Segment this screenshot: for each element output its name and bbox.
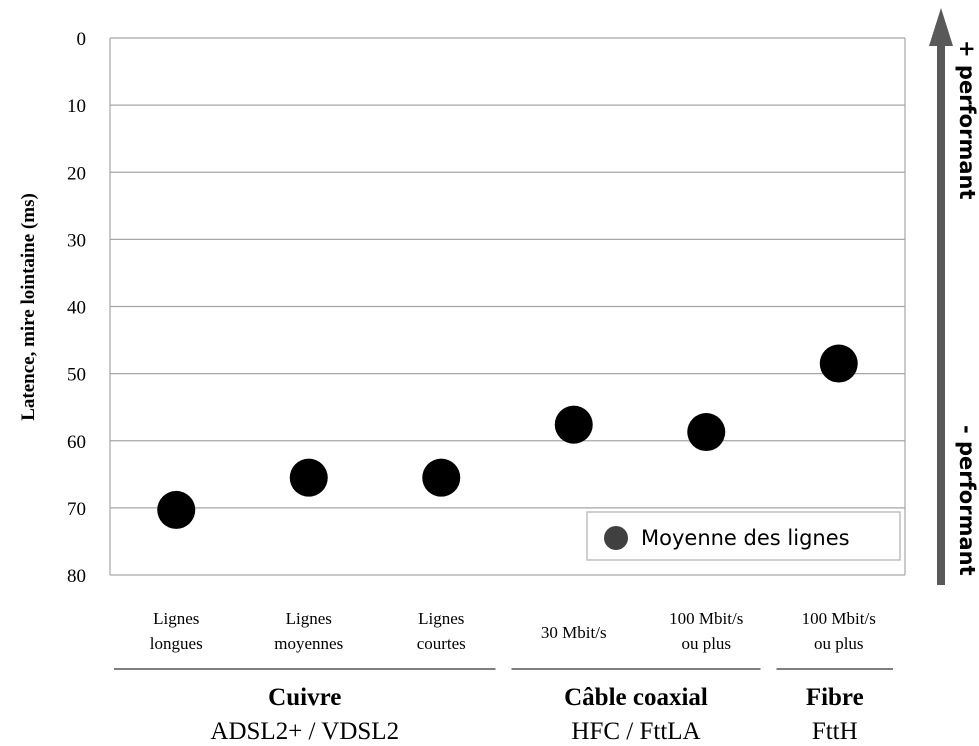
- annotation-more-performant: + performant: [955, 40, 979, 200]
- legend-label: Moyenne des lignes: [641, 526, 850, 550]
- y-tick-label: 40: [67, 298, 86, 319]
- x-category-label: courtes: [417, 634, 466, 653]
- y-tick-labels: 0 10 20 30 40 50 60 70 80: [67, 29, 86, 587]
- y-tick-label: 0: [77, 29, 87, 50]
- y-tick-label: 10: [67, 96, 86, 117]
- legend: Moyenne des lignes: [586, 511, 901, 561]
- x-category-label: 30 Mbit/s: [541, 623, 607, 642]
- group-technology: HFC / FttLA: [571, 718, 700, 745]
- x-category-label: moyennes: [274, 634, 343, 653]
- group-technology: FttH: [812, 718, 858, 745]
- y-tick-label: 30: [67, 230, 86, 251]
- group-name: Fibre: [806, 684, 864, 711]
- x-category-label: Lignes: [418, 609, 464, 628]
- x-category-label: Lignes: [286, 609, 332, 628]
- y-tick-label: 20: [67, 163, 86, 184]
- x-category-label: ou plus: [814, 634, 864, 653]
- category-groups: Cuivre ADSL2+ / VDSL2 Câble coaxial HFC / F…: [114, 668, 893, 745]
- arrow-shaft: [937, 40, 945, 585]
- group-name: Cuivre: [268, 684, 341, 711]
- annotation-less-performant: - performant: [955, 425, 979, 576]
- legend-box: [586, 511, 901, 561]
- data-point: [289, 458, 328, 497]
- x-category-label: 100 Mbit/s: [669, 609, 743, 628]
- group-technology: ADSL2+ / VDSL2: [210, 718, 399, 745]
- y-tick-label: 80: [67, 566, 86, 587]
- arrow-head-icon: [929, 8, 953, 46]
- x-category-label: ou plus: [681, 634, 731, 653]
- data-point: [554, 405, 593, 444]
- x-category-label: Lignes: [153, 609, 199, 628]
- group-name: Câble coaxial: [564, 684, 708, 711]
- x-category-label: 100 Mbit/s: [802, 609, 876, 628]
- x-category-labels: Lignes longues Lignes moyennes Lignes courtes…: [150, 609, 876, 653]
- data-point: [422, 458, 461, 497]
- performance-arrow: + performant - performant: [929, 8, 979, 585]
- y-tick-label: 70: [67, 499, 86, 520]
- grid-lines: [109, 37, 906, 576]
- x-category-label: longues: [150, 634, 203, 653]
- data-point: [819, 344, 858, 383]
- y-axis-label: Latence, mire lointaine (ms): [18, 193, 39, 421]
- data-point: [157, 490, 196, 529]
- legend-marker: [604, 526, 628, 550]
- data-point: [687, 413, 726, 452]
- y-tick-label: 50: [67, 365, 86, 386]
- y-tick-label: 60: [67, 432, 86, 453]
- data-points: [157, 344, 858, 529]
